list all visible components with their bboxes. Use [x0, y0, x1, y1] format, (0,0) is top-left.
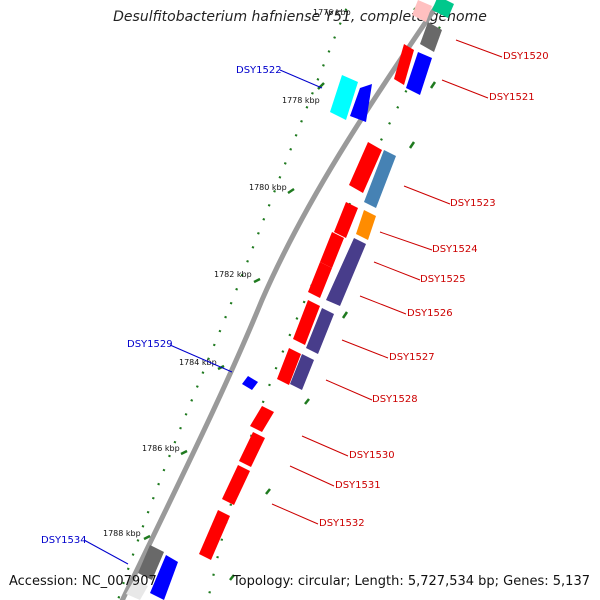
tick-label: 1776 kbp	[313, 8, 351, 17]
accession-text: Accession: NC_007907	[9, 574, 157, 589]
gene-white	[126, 580, 148, 600]
gene-dsy1521	[406, 52, 432, 95]
gene-green	[432, 0, 454, 18]
gene-dsy1532	[199, 510, 230, 560]
gene-dsy1525-red	[320, 232, 344, 268]
tick-label: 1778 kbp	[282, 96, 320, 105]
gene-label: DSY1534	[41, 535, 87, 546]
gene-label: DSY1532	[319, 518, 365, 529]
gene-dsy1531	[222, 465, 250, 505]
tick-label: 1786 kbp	[142, 444, 180, 453]
gene-label: DSY1525	[420, 274, 466, 285]
gene-dsy1530	[250, 406, 274, 432]
tick-label: 1784 kbp	[179, 358, 217, 367]
tick-label: 1782 kbp	[214, 270, 252, 279]
gene-grey-1	[420, 22, 442, 52]
gene-dsy1534-blue	[150, 555, 178, 600]
gene-dsy1534-grey	[138, 545, 164, 580]
gene-label: DSY1527	[389, 352, 435, 363]
forward-strand-genes	[199, 44, 414, 560]
gene-dsy1526-red	[308, 262, 332, 298]
gene-label: DSY1523	[450, 198, 496, 209]
gene-label: DSY1522	[236, 65, 282, 76]
gene-dsy1522-cyan	[330, 75, 358, 120]
gene-label: DSY1530	[349, 450, 395, 461]
gene-dsy1524-red	[334, 202, 358, 238]
gene-dsy1527-red	[293, 300, 320, 345]
gene-label: DSY1529	[127, 339, 173, 350]
gene-label: DSY1531	[335, 480, 381, 491]
gene-label: DSY1524	[432, 244, 478, 255]
gene-dsy1525	[326, 238, 366, 306]
genome-backbone	[119, 0, 444, 600]
tick-label: 1780 kbp	[249, 183, 287, 192]
cog-genes	[126, 0, 454, 600]
label-leaders	[83, 39, 503, 565]
gene-dsy1523	[364, 150, 396, 208]
topology-text: Topology: circular; Length: 5,727,534 bp…	[232, 574, 590, 589]
gene-label: DSY1520	[503, 51, 549, 62]
gene-label: DSY1526	[407, 308, 453, 319]
gene-pink	[412, 0, 432, 22]
gene-dsy1530b	[239, 432, 265, 467]
gene-dsy1527	[306, 308, 334, 354]
gene-dsy1524	[356, 210, 376, 240]
inner-dotted-ring	[116, 0, 456, 600]
gene-dsy1520	[394, 44, 414, 85]
tick-label: 1788 kbp	[103, 529, 141, 538]
gene-label: DSY1521	[489, 92, 535, 103]
gene-dsy1528-red	[277, 348, 301, 385]
gene-label: DSY1528	[372, 394, 418, 405]
gene-dsy1529	[242, 376, 258, 390]
map-title: Desulfitobacterium hafniense Y51, comple…	[113, 9, 487, 25]
gene-dsy1528	[290, 354, 314, 390]
gene-dsy1523-red	[349, 142, 382, 193]
tick-marks	[143, 3, 437, 581]
gene-dsy1522-blue	[350, 84, 372, 122]
